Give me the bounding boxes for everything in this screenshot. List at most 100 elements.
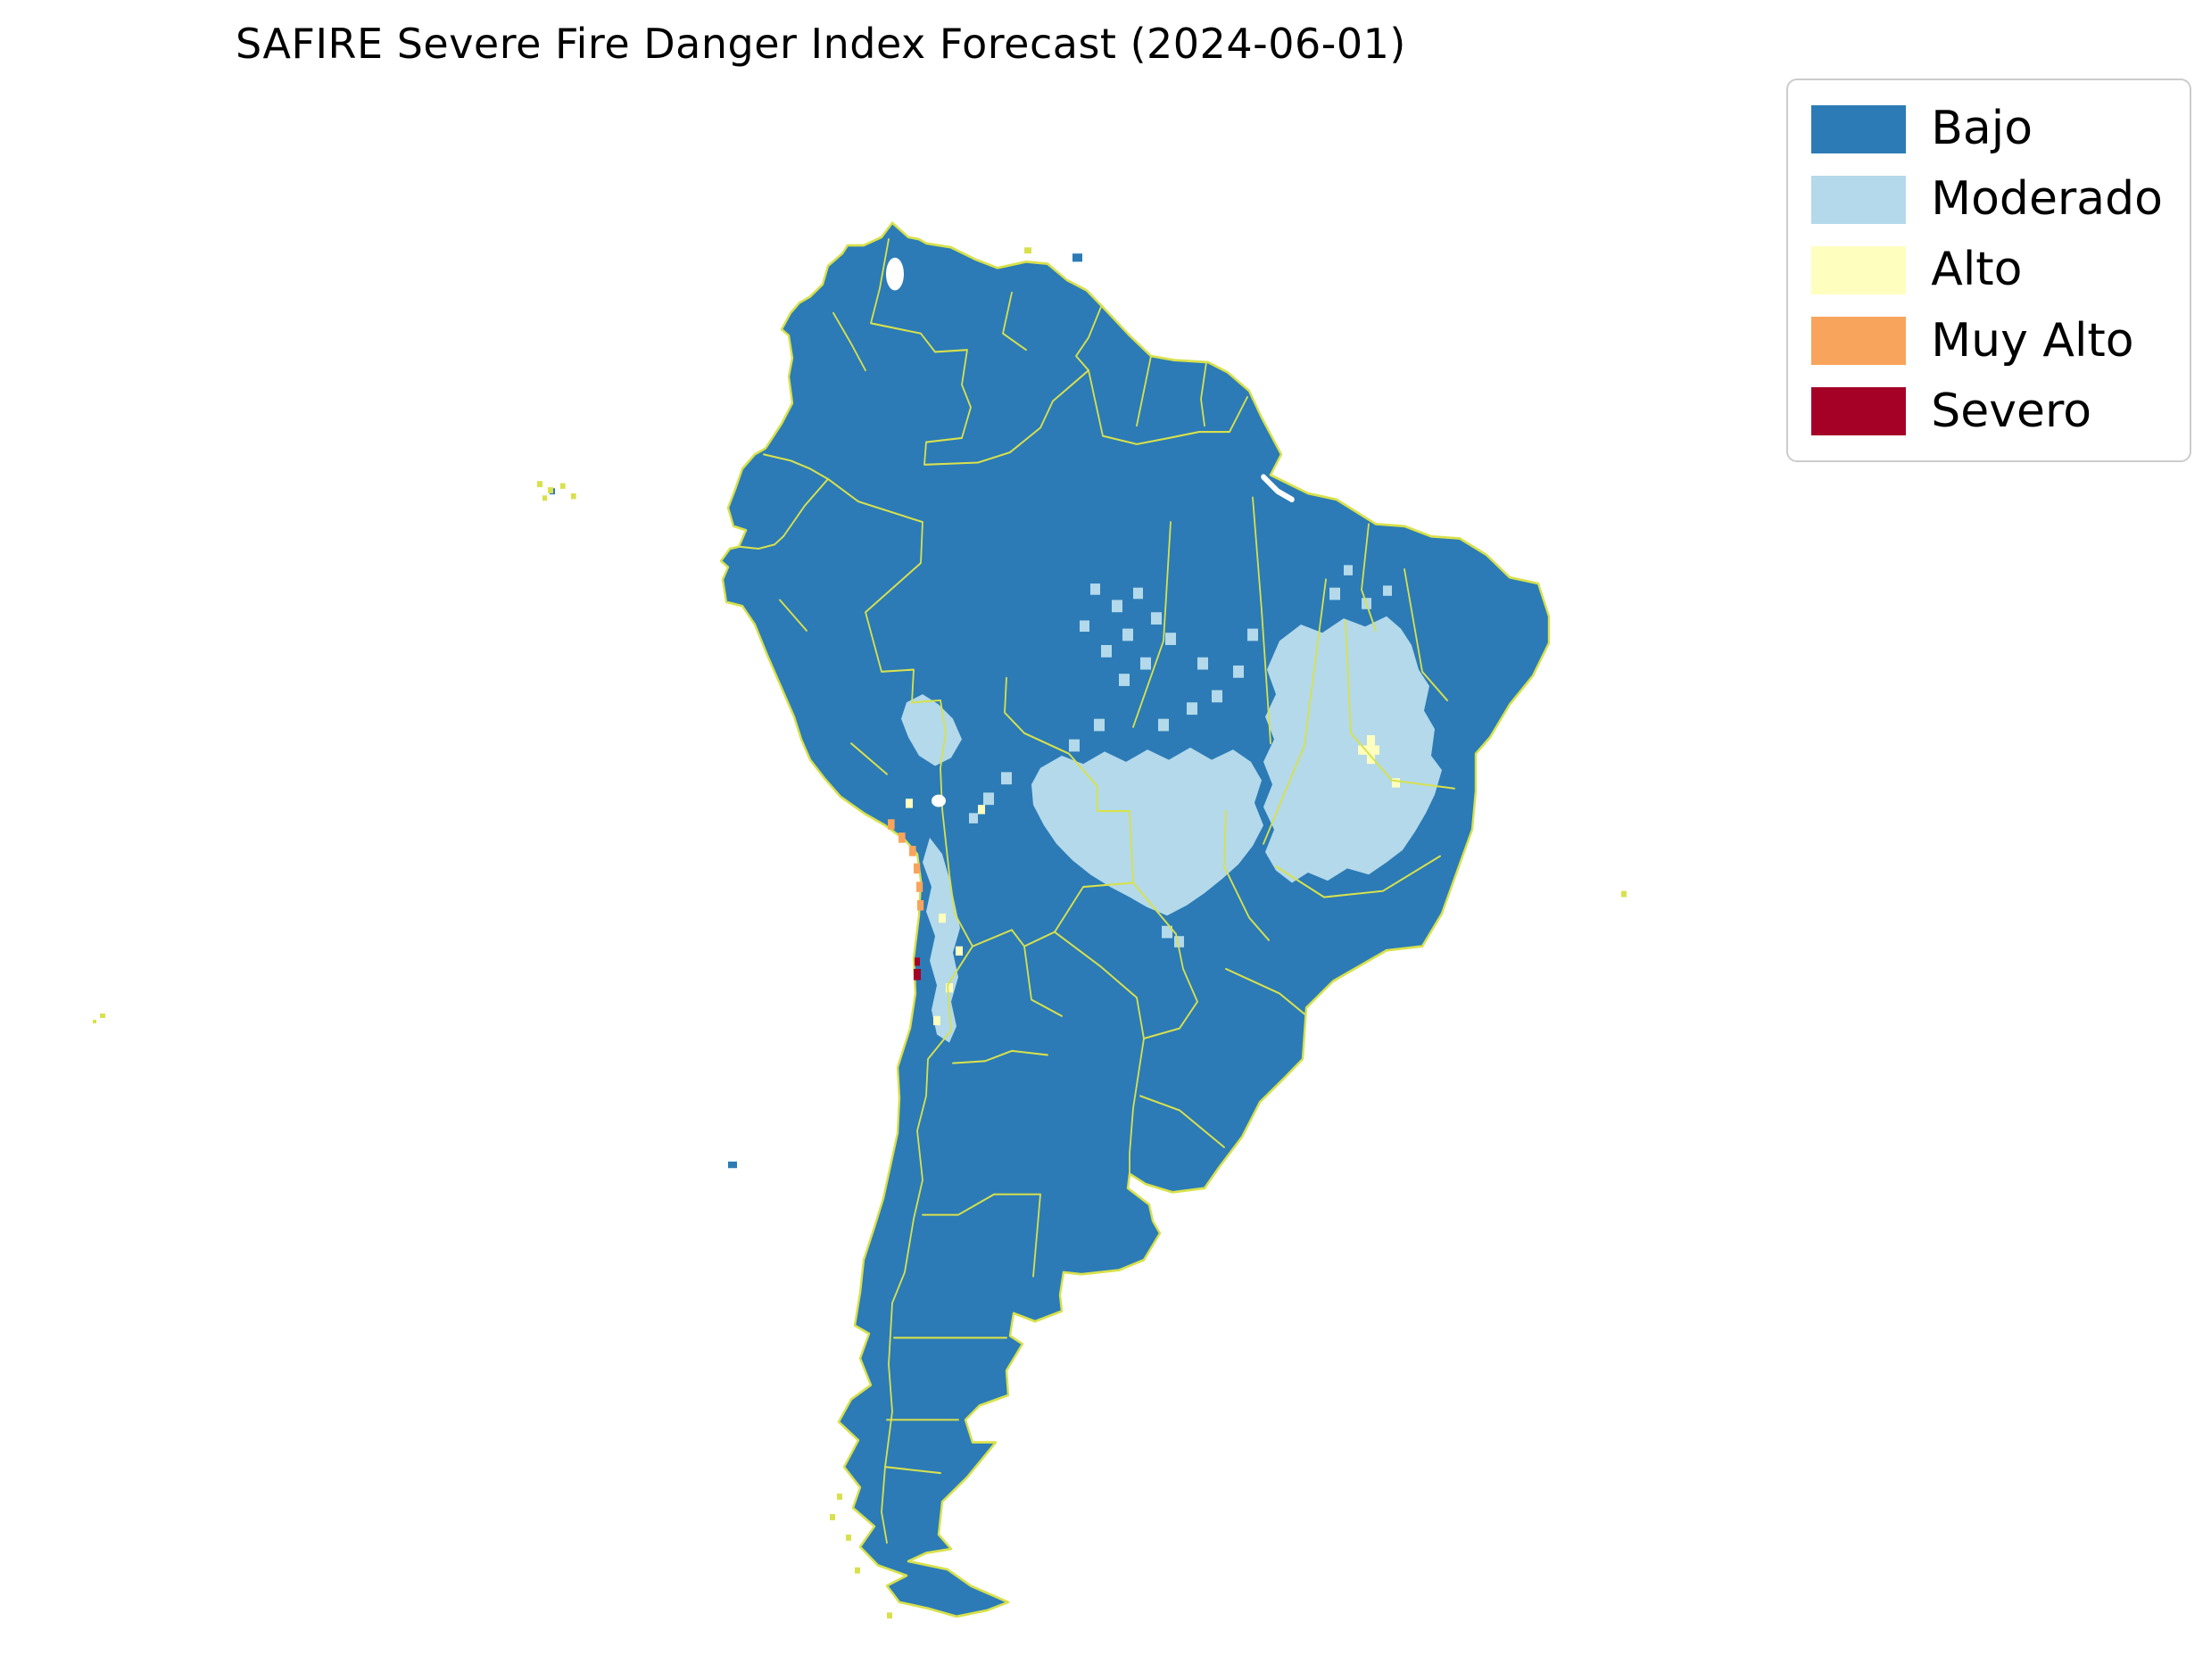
- moderado-cell: [1080, 620, 1089, 633]
- moderado-west-lobe: [1031, 747, 1263, 916]
- pacific-island-speck: [100, 1014, 105, 1018]
- border-line: [1345, 619, 1455, 790]
- legend-swatch-bajo: [1811, 104, 1907, 153]
- moderado-cell: [1174, 936, 1184, 948]
- border-line: [881, 807, 973, 1544]
- alto-cell: [978, 805, 985, 815]
- moderado-region: [901, 565, 1442, 1043]
- legend-swatch-alto: [1811, 245, 1907, 294]
- border-line: [870, 238, 979, 466]
- moderado-cell: [1162, 925, 1172, 939]
- legend-label-severo: Severo: [1931, 384, 2092, 438]
- moderado-cell: [969, 813, 978, 823]
- legend-label-alto: Alto: [1931, 243, 2023, 297]
- border-line: [1054, 881, 1134, 933]
- legend: Bajo Moderado Alto Muy Alto Severo: [1786, 79, 2191, 462]
- legend-label-bajo: Bajo: [1931, 102, 2033, 155]
- fjord-speck: [854, 1567, 860, 1574]
- moderado-cell: [1344, 565, 1353, 575]
- lakes: [885, 257, 1295, 807]
- south-america-map: [537, 221, 1627, 1619]
- moderado-cell: [1247, 628, 1258, 641]
- moderado-east-lobe: [1263, 616, 1442, 883]
- legend-item-moderado: Moderado: [1811, 173, 2163, 225]
- moderado-cell: [1165, 633, 1176, 645]
- alto-cell: [946, 983, 954, 993]
- moderado-andes-blob: [901, 694, 962, 766]
- fjord-speck: [887, 1612, 893, 1619]
- moderado-cell: [1094, 718, 1105, 732]
- alto-cell: [933, 1015, 940, 1026]
- border-line: [1132, 521, 1172, 728]
- muy-alto-cell: [888, 819, 895, 830]
- legend-swatch-moderado: [1811, 175, 1907, 224]
- moderado-cell: [1140, 657, 1151, 670]
- admin-borders: [738, 238, 1455, 1544]
- galapagos-speck: [548, 487, 554, 493]
- border-line: [827, 477, 941, 704]
- border-line: [884, 1466, 941, 1475]
- moderado-cell: [1233, 665, 1244, 678]
- moderado-cell: [1122, 628, 1133, 641]
- border-line: [940, 699, 947, 810]
- moderado-cell: [1001, 772, 1012, 785]
- legend-swatch-muy-alto: [1811, 317, 1907, 366]
- border-line: [779, 599, 888, 775]
- border-line: [1200, 360, 1207, 427]
- border-line: [977, 369, 1248, 464]
- muy-alto-cell: [898, 832, 906, 843]
- moderado-cell: [1187, 702, 1197, 716]
- moderado-cell: [1133, 587, 1143, 600]
- moderado-cell: [1069, 739, 1080, 752]
- moderado-cell: [1212, 690, 1222, 703]
- border-line: [1136, 355, 1152, 427]
- severo-cell: [914, 968, 921, 981]
- muy-alto-cell: [916, 881, 923, 892]
- alto-cell: [1367, 735, 1375, 765]
- alto-region: [906, 735, 1400, 1026]
- moderado-cell: [1329, 587, 1340, 600]
- moderado-cell: [1151, 612, 1162, 625]
- border-line: [1004, 676, 1134, 884]
- border-line: [952, 1049, 1048, 1064]
- fjord-speck: [845, 1535, 851, 1541]
- severo-cell: [915, 957, 921, 966]
- moderado-cell: [1101, 644, 1112, 658]
- fjord-speck: [830, 1514, 836, 1520]
- moderado-cell: [983, 792, 994, 806]
- legend-swatch-severo: [1811, 387, 1907, 436]
- galapagos-speck: [571, 492, 576, 500]
- alto-cell: [1392, 778, 1400, 788]
- moderado-cell: [1197, 657, 1208, 670]
- severo-region: [914, 957, 921, 981]
- border-line: [1139, 1095, 1225, 1148]
- border-line: [1361, 523, 1377, 632]
- legend-item-muy-alto: Muy Alto: [1811, 313, 2163, 368]
- island-cell: [728, 1161, 737, 1169]
- muy-alto-cell: [909, 846, 916, 857]
- moderado-cell: [1090, 583, 1100, 595]
- pacific-island-speck: [93, 1020, 96, 1023]
- alto-cell: [906, 799, 914, 808]
- border-line: [922, 1193, 1041, 1216]
- border-line: [1223, 810, 1270, 941]
- island-specks: [537, 247, 1627, 1619]
- legend-label-muy-alto: Muy Alto: [1931, 313, 2134, 368]
- island-cell: [1072, 253, 1082, 262]
- border-line: [1075, 305, 1102, 372]
- border-line: [1252, 496, 1271, 745]
- bajo-region: [719, 221, 1551, 1618]
- border-line: [1023, 945, 1063, 1017]
- galapagos-speck: [559, 483, 566, 489]
- legend-item-bajo: Bajo: [1811, 103, 2163, 154]
- border-line: [1263, 578, 1327, 845]
- galapagos-speck: [542, 495, 548, 501]
- muy-alto-cell: [917, 899, 924, 911]
- caribbean-island-speck: [1024, 247, 1031, 254]
- amazon-mouth-channel: [1261, 474, 1295, 503]
- border-line: [832, 311, 866, 372]
- moderado-cell: [1158, 718, 1169, 732]
- galapagos-speck: [537, 481, 543, 488]
- legend-item-alto: Alto: [1811, 244, 2163, 295]
